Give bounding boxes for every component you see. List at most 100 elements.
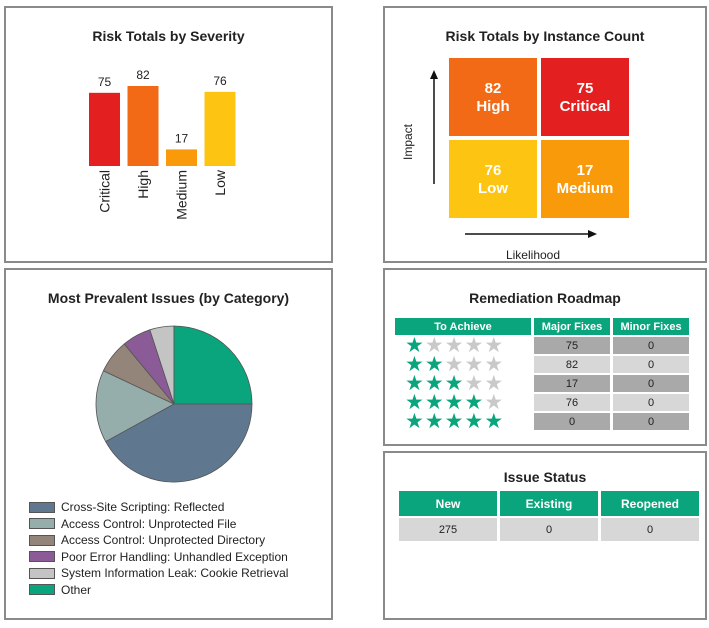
legend-label: Poor Error Handling: Unhandled Exception (61, 549, 288, 564)
likelihood-arrowhead-icon (588, 230, 597, 238)
major-fixes-value: 82 (534, 356, 610, 373)
bar-value-label: 76 (213, 74, 227, 88)
header-minor-fixes: Minor Fixes (613, 318, 689, 335)
legend-swatch (29, 534, 55, 546)
minor-fixes-value: 0 (613, 413, 689, 430)
heatmap-cell-medium (541, 140, 629, 218)
severity-title: Risk Totals by Severity (92, 28, 245, 44)
major-fixes-value: 17 (534, 375, 610, 392)
bar-low (204, 91, 236, 166)
header-reopened: Reopened (601, 491, 699, 516)
star-filled-icon: ★ (424, 372, 445, 395)
legend-item: Cross-Site Scripting: Reflected (29, 499, 288, 516)
star-filled-icon: ★ (484, 410, 505, 433)
status-row: 275 0 0 (399, 518, 699, 541)
legend-item: Other (29, 582, 288, 599)
star-rating: ★★★★★ (395, 410, 531, 433)
legend-swatch (29, 501, 55, 513)
issues-panel: Most Prevalent Issues (by Category) Cros… (4, 268, 333, 620)
severity-panel: Risk Totals by Severity 75 Critical 82 High… (4, 6, 333, 263)
pie-legend: Cross-Site Scripting: Reflected Access Co… (29, 499, 288, 598)
legend-label: Other (61, 582, 92, 597)
heatmap-cell-low (449, 140, 537, 218)
star-filled-icon: ★ (464, 410, 485, 433)
star-filled-icon: ★ (405, 391, 425, 414)
minor-fixes-value: 0 (613, 356, 689, 373)
star-filled-icon: ★ (405, 334, 425, 357)
roadmap-row: ★★★★★ 17 0 (395, 372, 689, 395)
star-empty-icon: ★ (484, 372, 505, 395)
star-filled-icon: ★ (424, 391, 445, 414)
legend-swatch (29, 518, 55, 530)
status-existing-value: 0 (500, 518, 598, 541)
heatmap-cell-value: 76 (485, 162, 502, 179)
pie-slice (105, 403, 253, 483)
star-filled-icon: ★ (405, 353, 425, 376)
star-rating: ★★★★★ (395, 372, 531, 395)
legend-swatch (29, 567, 55, 579)
legend-label: Cross-Site Scripting: Reflected (61, 500, 225, 515)
star-empty-icon: ★ (444, 334, 465, 357)
bar-value-label: 75 (98, 75, 112, 89)
star-empty-icon: ★ (444, 353, 465, 376)
star-empty-icon: ★ (484, 334, 505, 357)
category-label: Medium (174, 170, 190, 220)
roadmap-row: ★★★★★ 82 0 (395, 353, 689, 376)
category-label: Low (212, 169, 228, 196)
star-empty-icon: ★ (424, 334, 445, 357)
heatmap-cell-label: Low (478, 180, 508, 197)
roadmap-panel: Remediation Roadmap To Achieve Major Fix… (383, 268, 707, 446)
heatmap-cell-label: Medium (557, 180, 614, 197)
heatmap-cell-high (449, 58, 537, 136)
star-empty-icon: ★ (484, 391, 505, 414)
roadmap-row: ★★★★★ 0 0 (395, 410, 689, 433)
pie-slice (173, 325, 253, 405)
status-table: New Existing Reopened 275 0 0 (396, 489, 702, 543)
star-empty-icon: ★ (464, 334, 485, 357)
star-filled-icon: ★ (424, 410, 445, 433)
issues-title: Most Prevalent Issues (by Category) (47, 290, 290, 306)
major-fixes-value: 76 (534, 394, 610, 411)
star-empty-icon: ★ (484, 353, 505, 376)
heatmap-cell-value: 82 (485, 80, 502, 97)
minor-fixes-value: 0 (613, 375, 689, 392)
star-rating: ★★★★★ (395, 391, 531, 414)
header-new: New (399, 491, 497, 516)
status-new-value: 275 (399, 518, 497, 541)
legend-item: Access Control: Unprotected Directory (29, 532, 288, 549)
legend-label: Access Control: Unprotected Directory (61, 533, 266, 548)
heatmap-cell-value: 75 (577, 80, 594, 97)
header-major-fixes: Major Fixes (534, 318, 610, 335)
legend-label: System Information Leak: Cookie Retrieva… (61, 566, 289, 581)
star-rating: ★★★★★ (395, 334, 531, 357)
severity-bar-chart: 75 Critical 82 High 17 Medium 76 Low (89, 68, 236, 220)
header-existing: Existing (500, 491, 598, 516)
bar-medium (166, 149, 197, 166)
likelihood-axis-label: Likelihood (506, 248, 560, 261)
star-empty-icon: ★ (464, 372, 485, 395)
legend-label: Access Control: Unprotected File (61, 516, 237, 531)
impact-arrowhead-icon (430, 70, 438, 79)
status-panel: Issue Status New Existing Reopened 275 0… (383, 451, 707, 620)
heatmap-cell-label: Critical (560, 98, 611, 115)
instance-title: Risk Totals by Instance Count (445, 28, 645, 44)
impact-axis-label: Impact (401, 123, 415, 160)
heatmap-cell-label: High (476, 98, 509, 115)
major-fixes-value: 0 (534, 413, 610, 430)
star-filled-icon: ★ (424, 353, 445, 376)
star-filled-icon: ★ (405, 410, 425, 433)
heatmap-cell-critical (541, 58, 629, 136)
legend-item: System Information Leak: Cookie Retrieva… (29, 565, 288, 582)
major-fixes-value: 75 (534, 337, 610, 354)
legend-swatch (29, 584, 55, 596)
roadmap-row: ★★★★★ 76 0 (395, 391, 689, 414)
star-filled-icon: ★ (405, 372, 425, 395)
minor-fixes-value: 0 (613, 337, 689, 354)
bar-high (127, 86, 159, 166)
roadmap-table: To Achieve Major Fixes Minor Fixes ★★★★★… (392, 316, 692, 432)
bar-value-label: 82 (136, 68, 150, 82)
star-empty-icon: ★ (464, 353, 485, 376)
roadmap-row: ★★★★★ 75 0 (395, 334, 689, 357)
category-label: Critical (97, 170, 113, 213)
